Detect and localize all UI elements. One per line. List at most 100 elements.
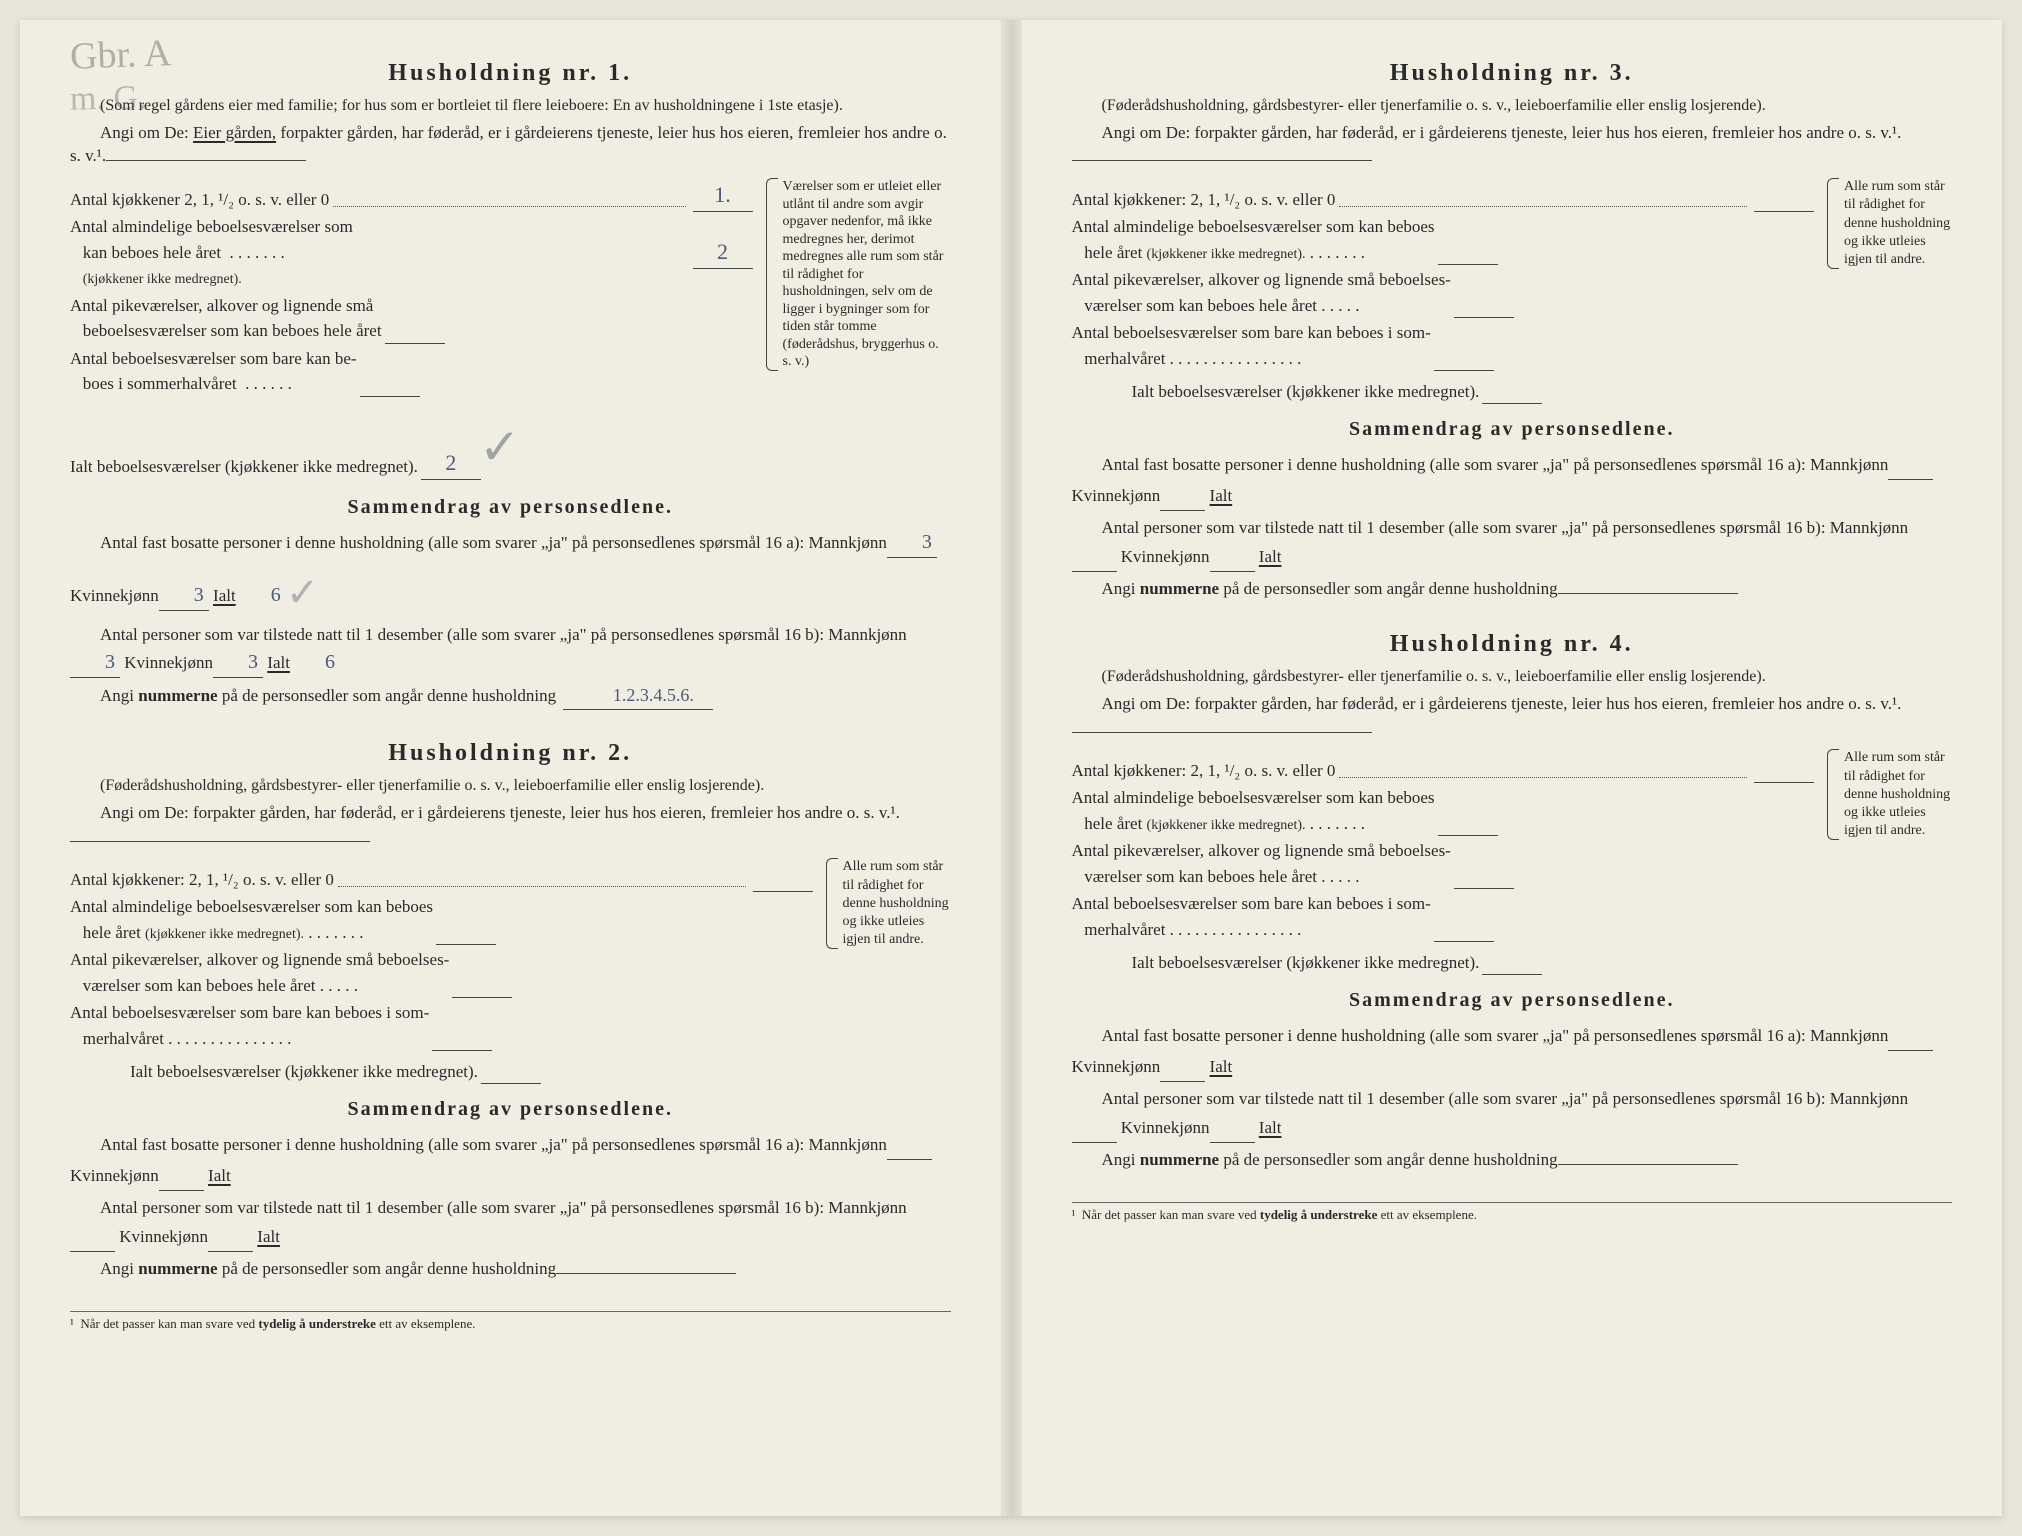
right-page: Husholdning nr. 3. (Føderådshusholdning,… bbox=[1022, 20, 2003, 1516]
h1-summer-label: Antal beboelsesværelser som bare kan be-… bbox=[70, 346, 357, 397]
h4-til-k bbox=[1210, 1112, 1255, 1143]
pencil-annotation-2: m. G. bbox=[70, 79, 147, 118]
h4-kitchens-label: Antal kjøkkener: 2, 1, ¹/₂ o. s. v. elle… bbox=[1072, 758, 1336, 784]
h2-title: Husholdning nr. 2. bbox=[70, 740, 951, 767]
h3-subtitle: (Føderådshusholdning, gårdsbestyrer- ell… bbox=[1072, 95, 1953, 117]
h3-small-rooms-label: Antal pikeværelser, alkover og lignende … bbox=[1072, 267, 1451, 318]
h1-total-label: Ialt beboelsesværelser (kjøkkener ikke m… bbox=[70, 454, 418, 480]
h1-fast-line: Antal fast bosatte personer i denne hush… bbox=[70, 527, 951, 618]
h1-side-note: Værelser som er utleiet eller utlånt til… bbox=[771, 178, 951, 371]
h1-summary-title: Sammendrag av personsedlene. bbox=[70, 496, 951, 519]
h1-small-rooms-value bbox=[385, 310, 445, 344]
checkmark-icon: ✓ bbox=[479, 410, 521, 485]
h2-angi: Angi om De: forpakter gården, har føderå… bbox=[70, 801, 951, 849]
h4-room-questions: Antal kjøkkener: 2, 1, ¹/₂ o. s. v. elle… bbox=[1072, 749, 1818, 975]
h4-small-rooms-value bbox=[1454, 855, 1514, 889]
h2-total-value bbox=[481, 1057, 541, 1084]
h2-summary-title: Sammendrag av personsedlene. bbox=[70, 1098, 951, 1121]
footnote-left: ¹ Når det passer kan man svare ved tydel… bbox=[70, 1311, 951, 1332]
h3-fast-k bbox=[1160, 480, 1205, 511]
checkmark-icon: ✓ bbox=[286, 570, 320, 615]
h3-kitchens-value bbox=[1754, 178, 1814, 212]
h3-rooms-value bbox=[1438, 231, 1498, 265]
h2-fast-line: Antal fast bosatte personer i denne hush… bbox=[70, 1129, 951, 1191]
h2-fast-i bbox=[231, 1160, 286, 1190]
h2-kitchens-value bbox=[753, 858, 813, 892]
h2-til-m bbox=[70, 1221, 115, 1252]
household-3: Husholdning nr. 3. (Føderådshusholdning,… bbox=[1072, 60, 1953, 601]
pencil-annotation-1: Gbr. A bbox=[70, 38, 172, 72]
h3-kitchens-label: Antal kjøkkener: 2, 1, ¹/₂ o. s. v. elle… bbox=[1072, 187, 1336, 213]
h3-total-value bbox=[1482, 377, 1542, 404]
h3-summer-label: Antal beboelsesværelser som bare kan beb… bbox=[1072, 320, 1431, 371]
h1-kitchens-label: Antal kjøkkener 2, 1, ¹/₂ o. s. v. eller… bbox=[70, 187, 329, 213]
h1-fast-m: 3 bbox=[887, 527, 937, 558]
h4-fast-m bbox=[1888, 1020, 1933, 1051]
h4-summer-label: Antal beboelsesværelser som bare kan beb… bbox=[1072, 891, 1431, 942]
footnote-right: ¹ Når det passer kan man svare ved tydel… bbox=[1072, 1202, 1953, 1223]
h4-rooms-value bbox=[1438, 802, 1498, 836]
h2-small-rooms-label: Antal pikeværelser, alkover og lignende … bbox=[70, 947, 449, 998]
h1-summer-value bbox=[360, 363, 420, 397]
h2-fast-m bbox=[887, 1129, 932, 1160]
h4-fast-k bbox=[1160, 1051, 1205, 1082]
h1-til-m: 3 bbox=[70, 647, 120, 678]
h4-nummer-line: Angi nummerne på de personsedler som ang… bbox=[1072, 1147, 1953, 1173]
h3-tilstede-line: Antal personer som var tilstede natt til… bbox=[1072, 515, 1953, 572]
h2-til-i bbox=[280, 1221, 335, 1251]
h1-fast-i: 6 bbox=[236, 580, 286, 610]
page-gutter bbox=[1002, 20, 1022, 1516]
h3-angi: Angi om De: forpakter gården, har føderå… bbox=[1072, 121, 1953, 169]
h4-total-value bbox=[1482, 948, 1542, 975]
h4-total-row: Ialt beboelsesværelser (kjøkkener ikke m… bbox=[1072, 948, 1818, 975]
h4-kitchens-value bbox=[1754, 749, 1814, 783]
h3-summer-value bbox=[1434, 337, 1494, 371]
h1-til-i: 6 bbox=[290, 647, 340, 677]
h4-summer-value bbox=[1434, 908, 1494, 942]
h3-rooms-label: Antal almindelige beboelsesværelser som … bbox=[1072, 214, 1435, 265]
h1-kitchens-value: 1. bbox=[693, 178, 753, 212]
h4-small-rooms-label: Antal pikeværelser, alkover og lignende … bbox=[1072, 838, 1451, 889]
household-4: Husholdning nr. 4. (Føderådshusholdning,… bbox=[1072, 631, 1953, 1172]
h4-til-i bbox=[1281, 1112, 1336, 1142]
h3-title: Husholdning nr. 3. bbox=[1072, 60, 1953, 87]
h4-rooms-label: Antal almindelige beboelsesværelser som … bbox=[1072, 785, 1435, 836]
census-form-sheet: Gbr. A m. G. Husholdning nr. 1. (Som reg… bbox=[20, 20, 2002, 1516]
h2-til-k bbox=[208, 1221, 253, 1252]
h4-summary-title: Sammendrag av personsedlene. bbox=[1072, 989, 1953, 1012]
h2-fast-k bbox=[159, 1160, 204, 1191]
h4-til-m bbox=[1072, 1112, 1117, 1143]
left-page: Gbr. A m. G. Husholdning nr. 1. (Som reg… bbox=[20, 20, 1002, 1516]
h1-nummer-line: Angi nummerne på de personsedler som ang… bbox=[70, 682, 951, 710]
h2-tilstede-line: Antal personer som var tilstede natt til… bbox=[70, 1195, 951, 1252]
household-1: Husholdning nr. 1. (Som regel gårdens ei… bbox=[70, 60, 951, 710]
h2-summer-label: Antal beboelsesværelser som bare kan beb… bbox=[70, 1000, 429, 1051]
h3-til-k bbox=[1210, 541, 1255, 572]
h2-rooms-value bbox=[436, 911, 496, 945]
h2-rooms-label: Antal almindelige beboelsesværelser som … bbox=[70, 894, 433, 945]
h1-title: Husholdning nr. 1. bbox=[70, 60, 951, 87]
h1-small-rooms-label: Antal pikeværelser, alkover og lignende … bbox=[70, 293, 382, 344]
h3-room-questions: Antal kjøkkener: 2, 1, ¹/₂ o. s. v. elle… bbox=[1072, 178, 1818, 404]
h2-total-row: Ialt beboelsesværelser (kjøkkener ikke m… bbox=[70, 1057, 816, 1084]
h4-tilstede-line: Antal personer som var tilstede natt til… bbox=[1072, 1086, 1953, 1143]
h3-small-rooms-value bbox=[1454, 284, 1514, 318]
h1-fast-k: 3 bbox=[159, 580, 209, 611]
h3-nummer-line: Angi nummerne på de personsedler som ang… bbox=[1072, 576, 1953, 602]
h3-fast-line: Antal fast bosatte personer i denne hush… bbox=[1072, 449, 1953, 511]
h3-fast-i bbox=[1232, 480, 1287, 510]
h4-fast-i bbox=[1232, 1051, 1287, 1081]
h2-subtitle: (Føderådshusholdning, gårdsbestyrer- ell… bbox=[70, 775, 951, 797]
h3-side-note: Alle rum som står til rådighet for denne… bbox=[1832, 178, 1952, 269]
h1-room-questions: Antal kjøkkener 2, 1, ¹/₂ o. s. v. eller… bbox=[70, 178, 756, 482]
h2-nummer-line: Angi nummerne på de personsedler som ang… bbox=[70, 1256, 951, 1282]
h2-kitchens-label: Antal kjøkkener: 2, 1, ¹/₂ o. s. v. elle… bbox=[70, 867, 334, 893]
h4-subtitle: (Føderådshusholdning, gårdsbestyrer- ell… bbox=[1072, 666, 1953, 688]
h4-title: Husholdning nr. 4. bbox=[1072, 631, 1953, 658]
h1-angi: Angi om De: Eier gården, forpakter gårde… bbox=[70, 121, 951, 169]
h1-rooms-label: Antal almindelige beboelsesværelser som … bbox=[70, 214, 353, 291]
h1-rooms-value: 2 bbox=[693, 235, 753, 269]
h1-tilstede-line: Antal personer som var tilstede natt til… bbox=[70, 622, 951, 679]
h2-summer-value bbox=[432, 1017, 492, 1051]
h3-til-m bbox=[1072, 541, 1117, 572]
